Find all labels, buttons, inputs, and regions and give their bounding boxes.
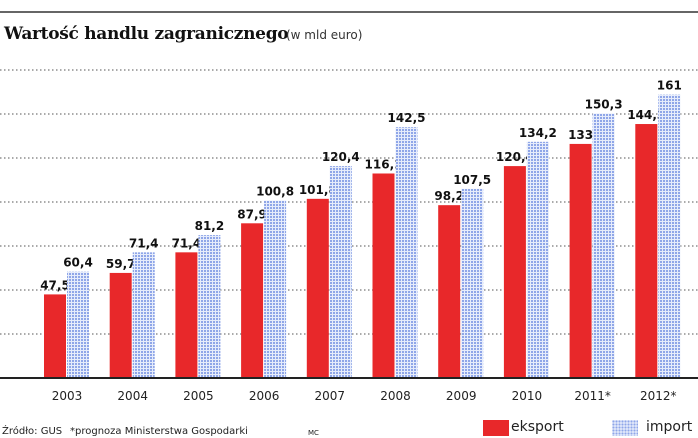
data-label-import: 142,5 (388, 111, 426, 125)
bar-import (198, 235, 221, 378)
data-label-import: 71,4 (129, 236, 159, 250)
x-tick-label: 2004 (117, 389, 148, 403)
bar-eksport (438, 205, 461, 378)
bar-import (264, 200, 287, 378)
x-tick-label: 2012* (640, 389, 677, 403)
data-label-import: 107,5 (453, 173, 491, 187)
bar-eksport (569, 143, 592, 378)
x-tick-label: 2005 (183, 389, 214, 403)
source-note: Źródło: GUS (2, 426, 63, 437)
x-tick-label: 2010 (512, 389, 543, 403)
bar-eksport (503, 166, 526, 378)
bar-import (526, 141, 549, 378)
legend-label-import: import (646, 419, 693, 435)
bar-eksport (44, 294, 66, 378)
x-tick-label: 2006 (249, 389, 280, 403)
data-label-eksport: 87,9 (237, 207, 267, 221)
bar-eksport (175, 252, 198, 378)
bar-eksport (109, 272, 132, 378)
bar-import (67, 271, 89, 378)
bar-eksport (635, 124, 658, 378)
data-label-import: 81,2 (195, 219, 225, 233)
data-label-import: 100,8 (256, 185, 294, 199)
legend-label-eksport: eksport (511, 419, 564, 435)
bar-import (461, 188, 484, 378)
bar-eksport (372, 173, 395, 378)
bar-import (132, 252, 155, 378)
data-label-eksport: 144,3 (627, 108, 665, 122)
x-tick-label: 2009 (446, 389, 477, 403)
bar-import (329, 166, 352, 378)
data-label-eksport: 120,4 (496, 150, 534, 164)
x-tick-label: 2008 (380, 389, 411, 403)
data-label-eksport: 71,4 (172, 236, 202, 250)
x-tick-label: 2007 (315, 389, 346, 403)
data-label-import: 60,4 (63, 256, 93, 270)
bar-import (395, 127, 418, 378)
data-label-eksport: 98,2 (434, 189, 464, 203)
chart-subtitle: (w mld euro) (286, 28, 363, 42)
data-label-import: 134,2 (519, 126, 557, 140)
data-label-eksport: 116,2 (365, 157, 403, 171)
legend-swatch-eksport (483, 420, 509, 436)
bar-eksport (241, 223, 264, 378)
data-label-eksport: 101,8 (299, 183, 337, 197)
x-tick-label: 2003 (52, 389, 83, 403)
data-label-eksport: 59,7 (106, 257, 136, 271)
chart-title: Wartość handlu zagranicznego (4, 24, 289, 44)
data-label-eksport: 133 (568, 128, 593, 142)
top-rule (0, 11, 698, 13)
data-label-import: 120,4 (322, 150, 360, 164)
bar-import (592, 113, 615, 379)
data-label-eksport: 47,5 (40, 278, 70, 292)
data-label-import: 161 (657, 79, 682, 93)
bar-import (658, 94, 681, 378)
data-label-import: 150,3 (585, 97, 623, 111)
forecast-note: *prognoza Ministerstwa Gospodarki (70, 426, 248, 437)
legend-swatch-import (612, 420, 638, 436)
author-initials: MC (308, 429, 319, 437)
bar-eksport (306, 198, 329, 378)
x-tick-label: 2011* (574, 389, 611, 403)
